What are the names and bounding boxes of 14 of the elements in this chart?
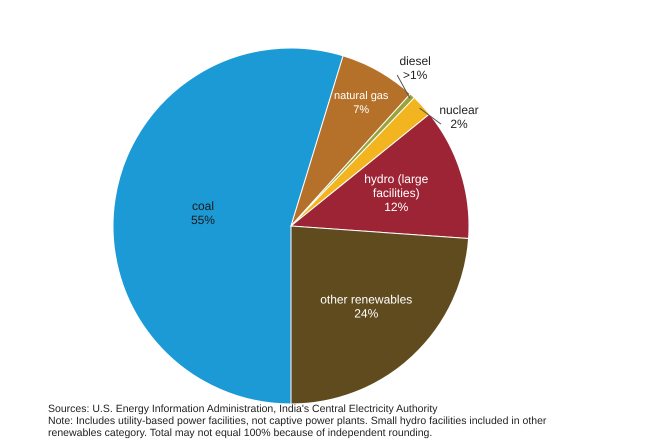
data-label: 24% — [354, 306, 379, 321]
data-label: 12% — [384, 200, 409, 214]
data-label: 2% — [450, 117, 468, 132]
data-label: >1% — [402, 68, 428, 82]
slice-label: hydro (large facilities) — [364, 172, 429, 200]
slice-label: coal — [192, 198, 214, 213]
text: Note: Includes utility-based power facilities, not captive power plants. Small hydro facilities included in other renewables category. Total may not equal 100% because of independent rounding. — [48, 415, 547, 439]
slice-label: diesel — [399, 54, 431, 68]
slice-label: other renewables — [320, 292, 412, 307]
data-label: 55% — [190, 212, 216, 227]
slice-label: nuclear — [439, 103, 479, 118]
slice-label: natural gas — [334, 90, 389, 102]
source-note: Sources: U.S. Energy Information Administration, India's Central Electricity Authority — [48, 403, 438, 415]
data-label: 7% — [353, 104, 370, 116]
